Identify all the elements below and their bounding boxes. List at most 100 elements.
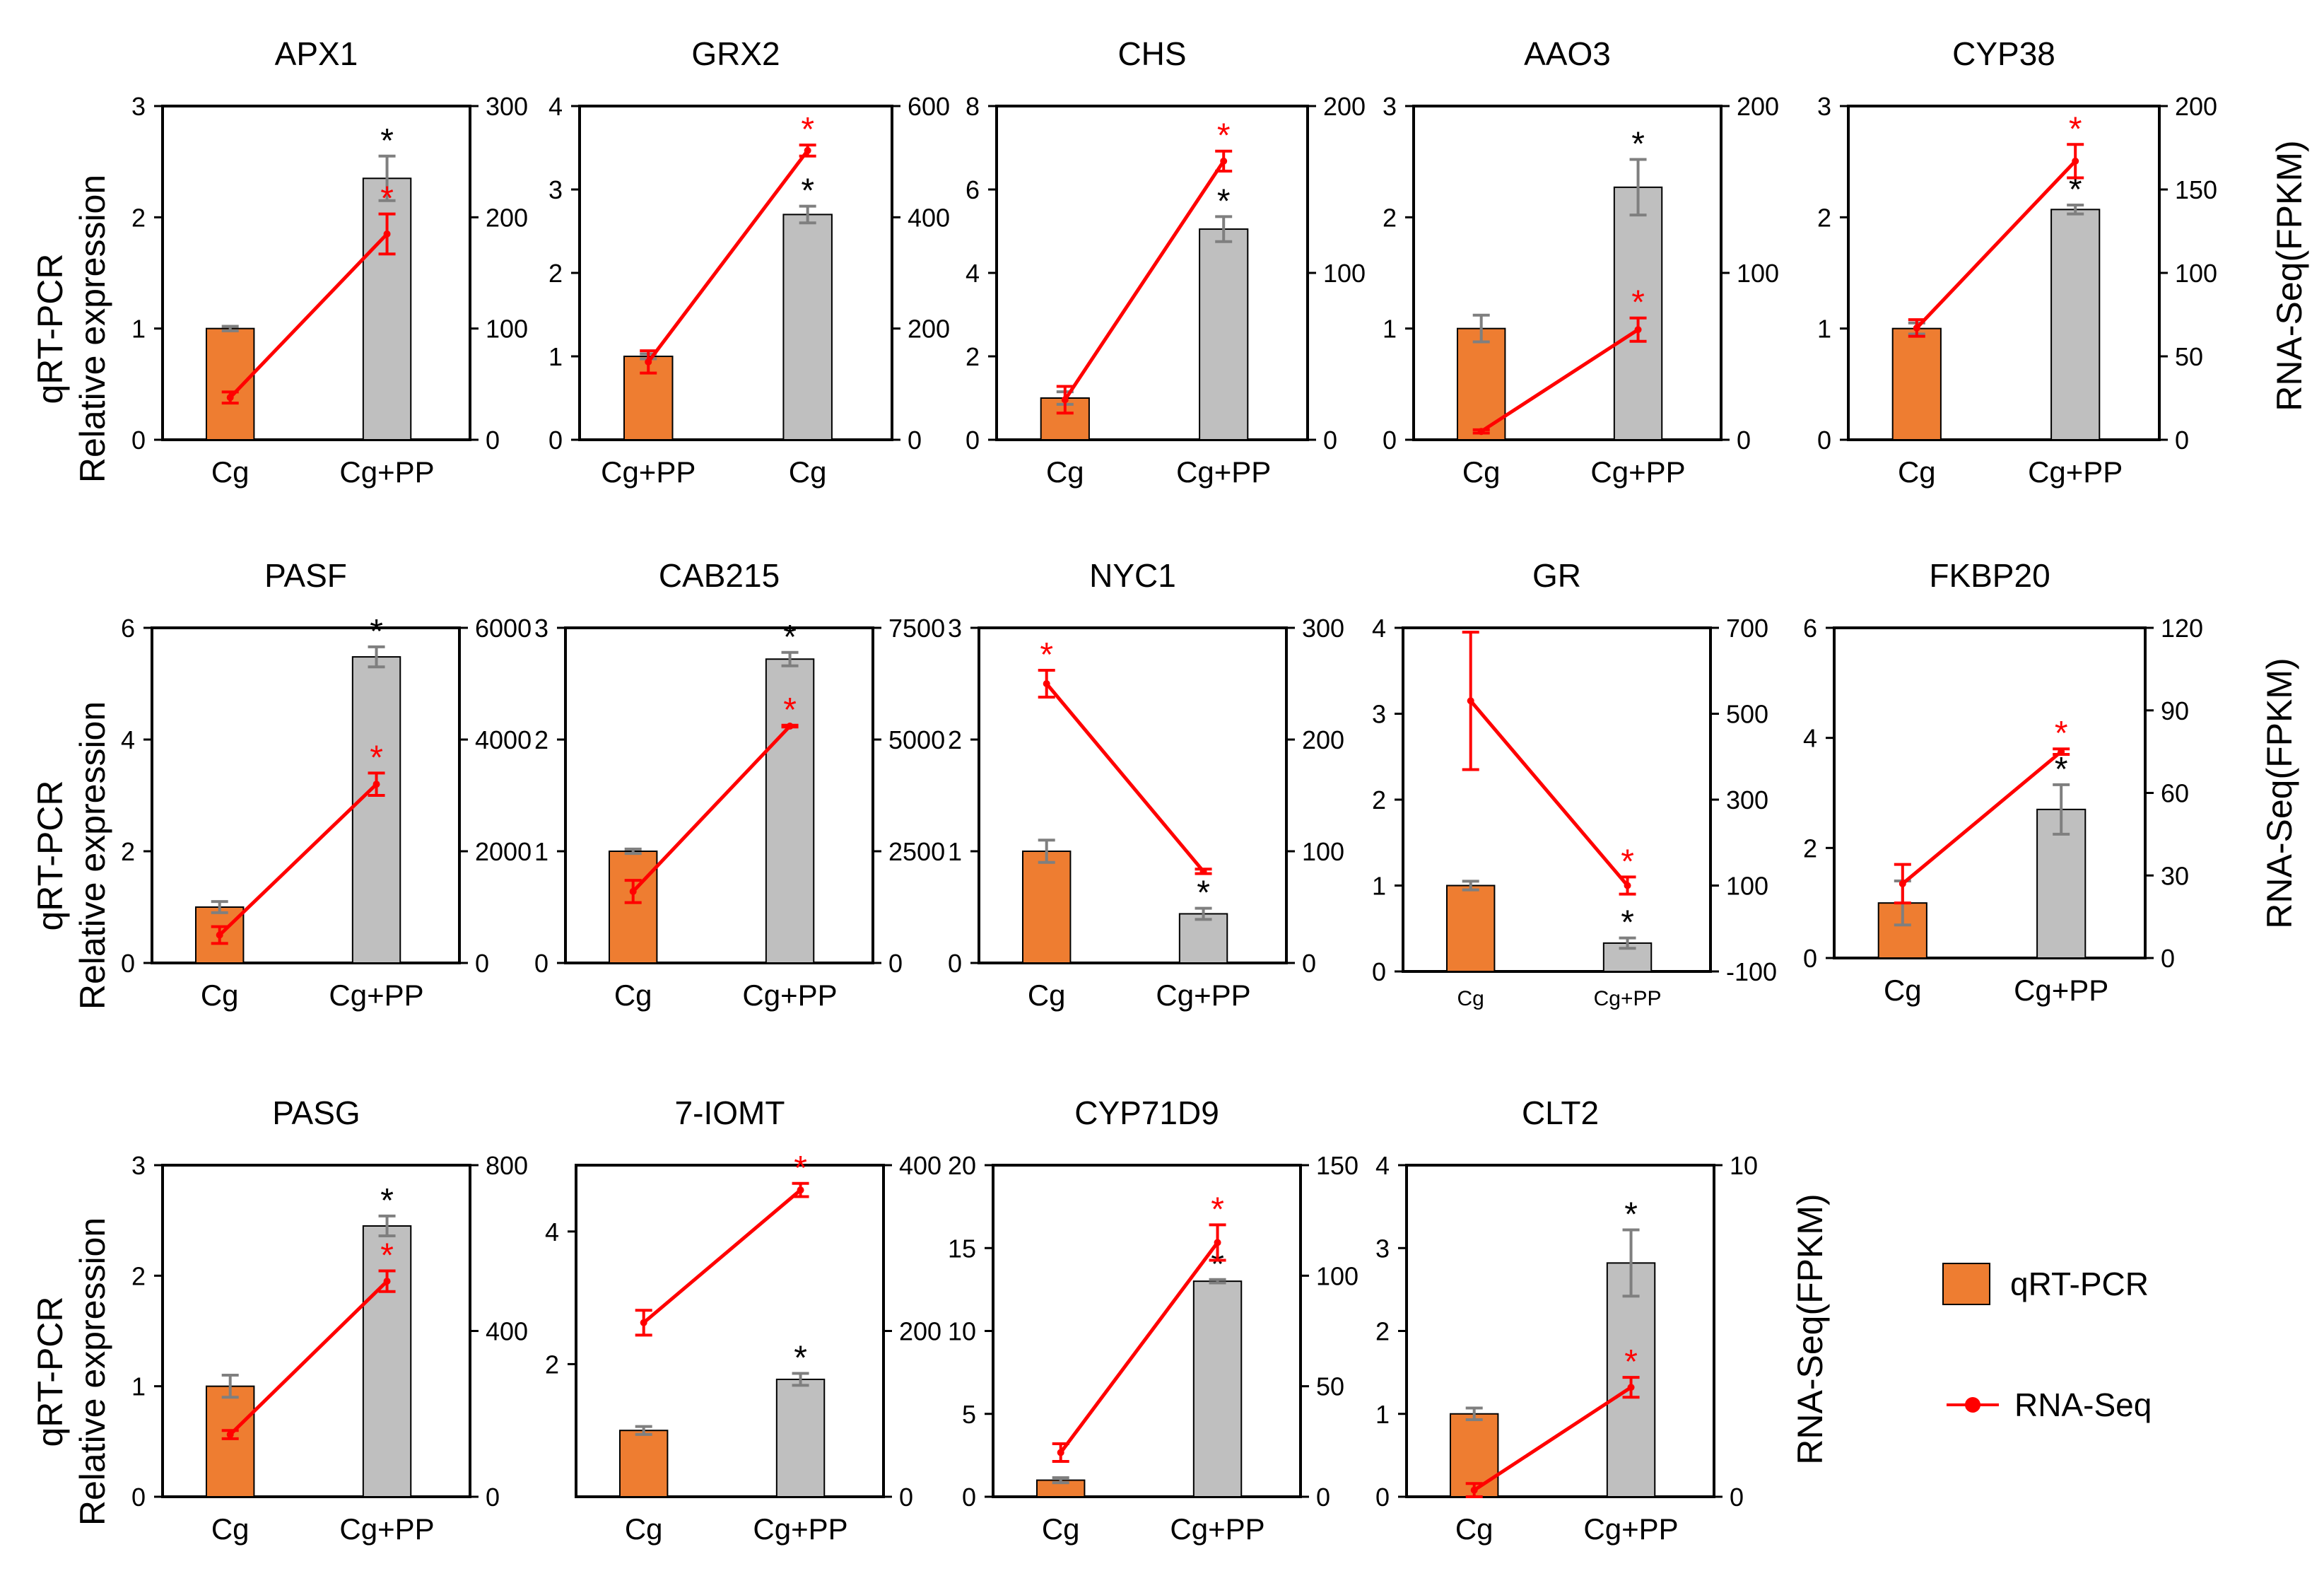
x-category-label: Cg <box>1898 455 1936 489</box>
right-tick-label: 150 <box>1316 1151 1358 1180</box>
left-tick-label: 0 <box>534 949 548 978</box>
right-tick-label: 0 <box>1302 949 1316 978</box>
x-category-label: Cg <box>1042 1512 1080 1546</box>
right-tick-label: 400 <box>908 203 950 232</box>
rnaseq-significance-star: * <box>2069 110 2082 148</box>
rnaseq-line <box>1063 160 1226 401</box>
right-tick-label: 0 <box>888 949 903 978</box>
rnaseq-point <box>2058 748 2065 756</box>
left-tick-label: 4 <box>1372 614 1386 643</box>
x-category-label: Cg <box>1884 974 1922 1007</box>
right-tick-label: 30 <box>2161 861 2189 890</box>
chart-title: PASG <box>272 1094 360 1131</box>
rnaseq-significance-star: * <box>2055 715 2068 752</box>
right-tick-label: 2500 <box>888 837 945 866</box>
left-tick-label: 6 <box>966 175 980 204</box>
chart-title: APX1 <box>275 35 358 72</box>
qpcr-bar <box>2050 209 2101 440</box>
x-category-label: Cg+PP <box>742 979 837 1012</box>
left-tick-label: 0 <box>948 949 962 978</box>
right-tick-label: 50 <box>1316 1372 1344 1401</box>
rnaseq-point <box>1061 396 1069 404</box>
plot-frame <box>992 1164 1302 1498</box>
rnaseq-significance-star: * <box>794 1150 807 1187</box>
rnaseq-point <box>786 723 794 730</box>
legend-line-rnaseq <box>1947 1397 1999 1413</box>
plot-frame <box>161 105 471 441</box>
qpcr-bar <box>205 327 255 440</box>
left-tick-label: 2 <box>948 725 962 754</box>
qpcr-bar <box>1877 902 1927 959</box>
rnaseq-point <box>383 230 391 238</box>
rnaseq-point <box>1913 324 1920 332</box>
left-tick-label: 5 <box>962 1400 976 1429</box>
right-tick-label: 100 <box>1302 837 1344 866</box>
right-tick-label: 800 <box>486 1151 528 1180</box>
qpcr-significance-star: * <box>1211 1246 1224 1283</box>
left-tick-label: 3 <box>1372 700 1386 729</box>
left-tick-label: 10 <box>948 1317 976 1346</box>
x-category-label: Cg+PP <box>1170 1512 1264 1546</box>
chart-title: CYP71D9 <box>1074 1094 1219 1131</box>
qpcr-bar <box>782 214 833 440</box>
right-tick-label: 0 <box>2161 944 2175 973</box>
rnaseq-significance-star: * <box>1040 636 1053 674</box>
left-tick-label: 0 <box>966 426 980 455</box>
rnaseq-point <box>372 781 380 788</box>
right-axis-label: RNA-Seq(FPKM) <box>1790 1193 1830 1464</box>
rnaseq-point <box>216 931 223 939</box>
rnaseq-line <box>642 1189 802 1324</box>
x-category-label: Cg+PP <box>1594 987 1662 1010</box>
left-tick-label: 2 <box>1372 786 1386 814</box>
qpcr-significance-star: * <box>1621 904 1634 942</box>
right-tick-label: 500 <box>1726 700 1768 729</box>
rnaseq-point <box>1199 868 1207 875</box>
x-category-label: Cg <box>1046 455 1084 489</box>
right-tick-label: 100 <box>1737 259 1779 288</box>
legend-dot-rnaseq <box>1965 1397 1980 1413</box>
left-tick-label: 1 <box>1375 1400 1390 1429</box>
rnaseq-significance-star: * <box>801 111 814 148</box>
left-tick-label: 0 <box>962 1483 976 1512</box>
rnaseq-line <box>228 1280 389 1436</box>
right-tick-label: 100 <box>1323 259 1366 288</box>
right-tick-label: 50 <box>2175 342 2203 371</box>
right-tick-label: 200 <box>2175 92 2217 121</box>
x-category-label: Cg <box>789 455 827 489</box>
qpcr-bar <box>1613 186 1663 440</box>
rnaseq-point <box>1627 1384 1635 1391</box>
rnaseq-significance-star: * <box>1217 117 1231 155</box>
right-axis-label: RNA-Seq(FPKM) <box>2260 658 2299 928</box>
right-tick-label: 200 <box>908 315 950 344</box>
rnaseq-point <box>226 1431 234 1439</box>
left-tick-label: 2 <box>966 342 980 371</box>
right-tick-label: 90 <box>2161 696 2189 725</box>
rnaseq-significance-star: * <box>1631 284 1645 322</box>
rnaseq-line <box>647 149 809 363</box>
qpcr-bar <box>1178 913 1228 964</box>
chart-title: CAB215 <box>659 557 780 594</box>
left-tick-label: 1 <box>948 837 962 866</box>
qpcr-significance-star: * <box>1197 875 1210 912</box>
right-tick-label: 6000 <box>475 614 532 643</box>
x-category-label: Cg <box>625 1512 663 1546</box>
right-tick-label: 10 <box>1730 1151 1758 1180</box>
right-tick-label: 300 <box>1302 614 1344 643</box>
qpcr-bar <box>1021 851 1072 964</box>
legend-label-rnaseq: RNA-Seq <box>2014 1386 2152 1423</box>
left-tick-label: 0 <box>1372 957 1386 986</box>
right-tick-label: 200 <box>1737 92 1779 121</box>
left-tick-label: 4 <box>545 1217 559 1246</box>
qpcr-significance-star: * <box>794 1340 807 1377</box>
left-tick-label: 2 <box>1803 834 1817 863</box>
qpcr-significance-star: * <box>1631 126 1645 163</box>
rnaseq-point <box>1043 680 1050 687</box>
right-tick-label: 0 <box>1737 426 1751 455</box>
rnaseq-line <box>1469 699 1629 887</box>
left-tick-label: 1 <box>131 1372 146 1401</box>
left-axis-label-line2: Relative expression <box>73 175 112 483</box>
qpcr-bar <box>608 851 658 964</box>
left-tick-label: 4 <box>1803 724 1817 753</box>
right-tick-label: 200 <box>1302 725 1344 754</box>
